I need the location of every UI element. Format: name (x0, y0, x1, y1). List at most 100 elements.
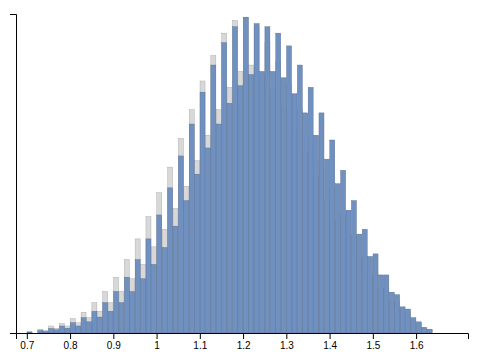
x-tick: 1.3 (280, 333, 294, 351)
bar (422, 328, 427, 333)
x-tick-mark (330, 333, 331, 339)
bar (103, 292, 108, 333)
bar (114, 292, 119, 333)
bar (362, 229, 367, 333)
bar (168, 167, 173, 333)
bar (65, 328, 70, 333)
bar (119, 292, 124, 333)
bar (135, 239, 140, 333)
bar (81, 312, 86, 333)
bar (232, 20, 237, 333)
bar (184, 201, 189, 333)
x-tick-label: 0.9 (107, 340, 121, 351)
x-tick-mark (113, 333, 114, 339)
bar (32, 333, 37, 334)
bar (146, 217, 151, 333)
bar (205, 148, 210, 333)
bar (243, 17, 248, 333)
bar (287, 46, 292, 333)
x-tick-mark (416, 333, 417, 339)
plot-area: 0.70.80.911.11.21.31.41.51.6 (10, 15, 469, 352)
bar (276, 33, 281, 333)
bar (49, 326, 54, 333)
bar (76, 326, 81, 333)
bar (200, 92, 205, 333)
bar (243, 17, 248, 333)
bar (43, 330, 48, 333)
bar (70, 319, 75, 333)
bar (38, 329, 43, 333)
x-tick: 1.4 (323, 333, 337, 351)
bar (178, 138, 183, 333)
bar (157, 193, 162, 333)
bar (38, 330, 43, 333)
bar (384, 275, 389, 333)
bar (173, 209, 178, 333)
series-1 (27, 17, 432, 333)
bar (97, 311, 102, 333)
bar (151, 247, 156, 333)
bar (195, 174, 200, 333)
x-tick: 1.6 (410, 333, 424, 351)
bar (400, 307, 405, 333)
bar (141, 279, 146, 333)
bar (124, 260, 129, 333)
bar (341, 170, 346, 333)
bar (319, 113, 324, 333)
x-tick: 0.7 (20, 333, 34, 351)
bar (114, 277, 119, 333)
x-tick: 1.1 (193, 333, 207, 351)
x-tick-mark (27, 333, 28, 339)
y-axis (10, 15, 17, 334)
bar (119, 303, 124, 333)
bar (108, 303, 113, 333)
bar (103, 303, 108, 333)
bar (216, 124, 221, 333)
bar (357, 234, 362, 333)
bar (108, 311, 113, 333)
bar (433, 333, 438, 334)
x-tick-label: 1.6 (410, 340, 424, 351)
bar (59, 326, 64, 333)
bar (92, 311, 97, 333)
bar (222, 33, 227, 333)
bar (405, 309, 410, 333)
bar (373, 254, 378, 333)
bar (211, 55, 216, 333)
bar (97, 317, 102, 333)
bar (330, 140, 335, 333)
bar (238, 71, 243, 333)
bar (297, 65, 302, 333)
bar (162, 248, 167, 333)
x-tick: 1 (154, 333, 160, 351)
bar (422, 327, 427, 333)
bar (395, 295, 400, 333)
bar (265, 27, 270, 333)
bar (254, 24, 259, 333)
bar (27, 332, 32, 333)
bar (76, 323, 81, 333)
bar (351, 201, 356, 333)
x-tick: 1.2 (237, 333, 251, 351)
bar (416, 322, 421, 333)
bar (292, 94, 297, 333)
bar (324, 159, 329, 333)
x-tick-label: 1.4 (323, 340, 337, 351)
bar (227, 87, 232, 333)
bar (54, 330, 59, 333)
bar (216, 110, 221, 333)
x-tick-label: 1.3 (280, 340, 294, 351)
bar (427, 330, 432, 333)
bar (433, 333, 438, 334)
bar (411, 318, 416, 333)
x-tick-mark (243, 333, 244, 339)
bar (205, 135, 210, 333)
x-axis-line (17, 334, 469, 340)
bar (92, 303, 97, 333)
bar (314, 135, 319, 333)
bar (335, 184, 340, 333)
bar (184, 186, 189, 333)
x-axis: 0.70.80.911.11.21.31.41.51.6 (17, 333, 469, 351)
bar (86, 318, 91, 333)
bar (49, 329, 54, 333)
